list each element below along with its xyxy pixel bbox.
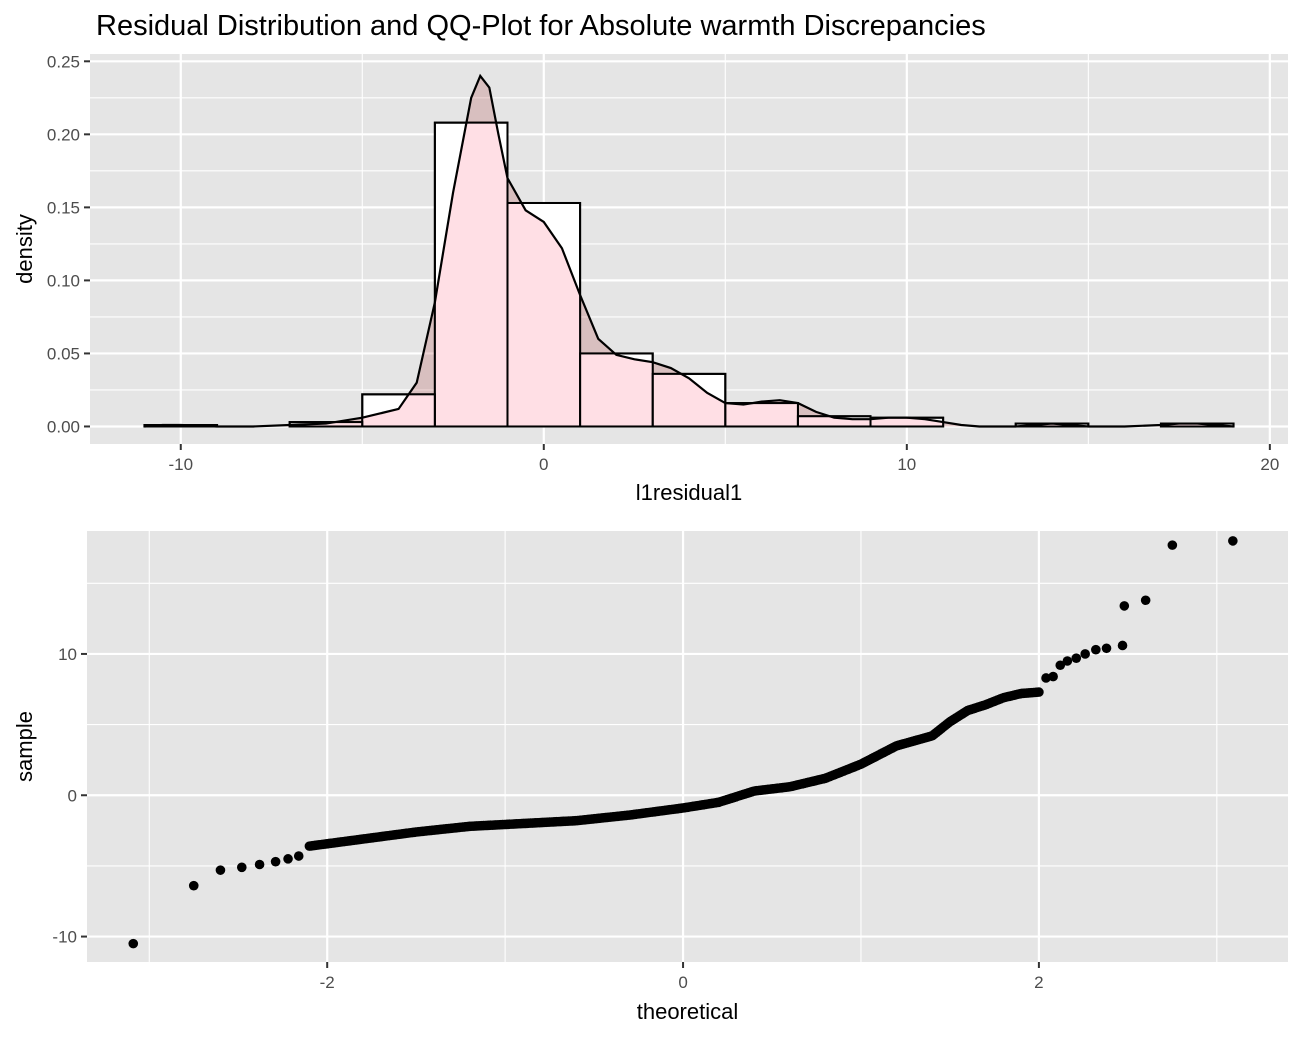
qq-point [1048,671,1058,682]
histogram-y-tick-label: 0.20 [47,125,80,144]
histogram-y-axis-title: density [12,214,37,284]
qq-point [1041,673,1051,683]
histogram-x-axis-title: l1residual1 [636,480,742,505]
qq-point [1091,644,1101,655]
qq-point [283,854,293,864]
histogram-y-tick-label: 0.15 [47,198,80,217]
qq-point [1080,649,1090,659]
figure-title: Residual Distribution and QQ-Plot for Ab… [96,10,986,42]
histogram-x-tick-label: 10 [897,455,916,474]
histogram-x-tick-label: 0 [539,455,548,474]
qq-points [128,536,1238,949]
qq-point [254,859,265,870]
qq-point [1117,640,1128,651]
qq-point [1055,660,1066,671]
qq-x-axis-title: theoretical [637,999,739,1024]
histogram-x-tick-label: -10 [168,455,193,474]
qq-point [1140,595,1151,606]
qq-point [128,938,139,949]
qq-point [1167,540,1178,550]
qq-point [1034,687,1044,697]
histogram-panel: -10 0 10 20 0.00 0.05 0.10 0.15 0.20 0.25 l1resid… [12,52,1288,505]
histogram-bar-outline [724,402,799,428]
density-curve-line [144,73,1234,428]
qq-y-tick-label: 0 [68,786,77,805]
qq-plot-panel: -2 0 2 -10 0 10 theoretical sample [12,531,1288,1024]
qq-point [1228,536,1238,546]
qq-y-tick-label: 10 [58,645,77,664]
qq-point [1119,601,1130,611]
histogram-y-tick-label: 0.05 [47,344,80,363]
histogram-x-tick-label: 20 [1260,455,1279,474]
qq-axes: -2 0 2 -10 0 10 [52,645,1043,992]
qq-point [1101,643,1112,654]
qq-point [236,862,247,873]
qq-plot-background [87,531,1288,962]
qq-x-tick-label: 0 [678,973,687,992]
qq-point [270,856,281,867]
histogram-y-tick-label: 0.10 [47,271,80,290]
histogram-y-tick-label: 0.25 [47,52,80,71]
qq-point [1062,656,1073,666]
qq-point [188,880,199,891]
qq-y-tick-label: -10 [52,928,77,947]
histogram-y-tick-label: 0.00 [47,417,80,436]
qq-x-tick-label: -2 [320,973,335,992]
qq-x-tick-label: 2 [1034,973,1043,992]
qq-point [1071,653,1082,663]
qq-point [293,851,304,861]
histogram-bar-outline [651,372,727,428]
qq-y-axis-title: sample [12,711,37,782]
histogram-bar-outline [506,201,582,428]
qq-point [215,865,226,875]
histogram-axes: -10 0 10 20 0.00 0.05 0.10 0.15 0.20 0.25 [47,52,1279,474]
density-curve-layer [143,73,1235,428]
